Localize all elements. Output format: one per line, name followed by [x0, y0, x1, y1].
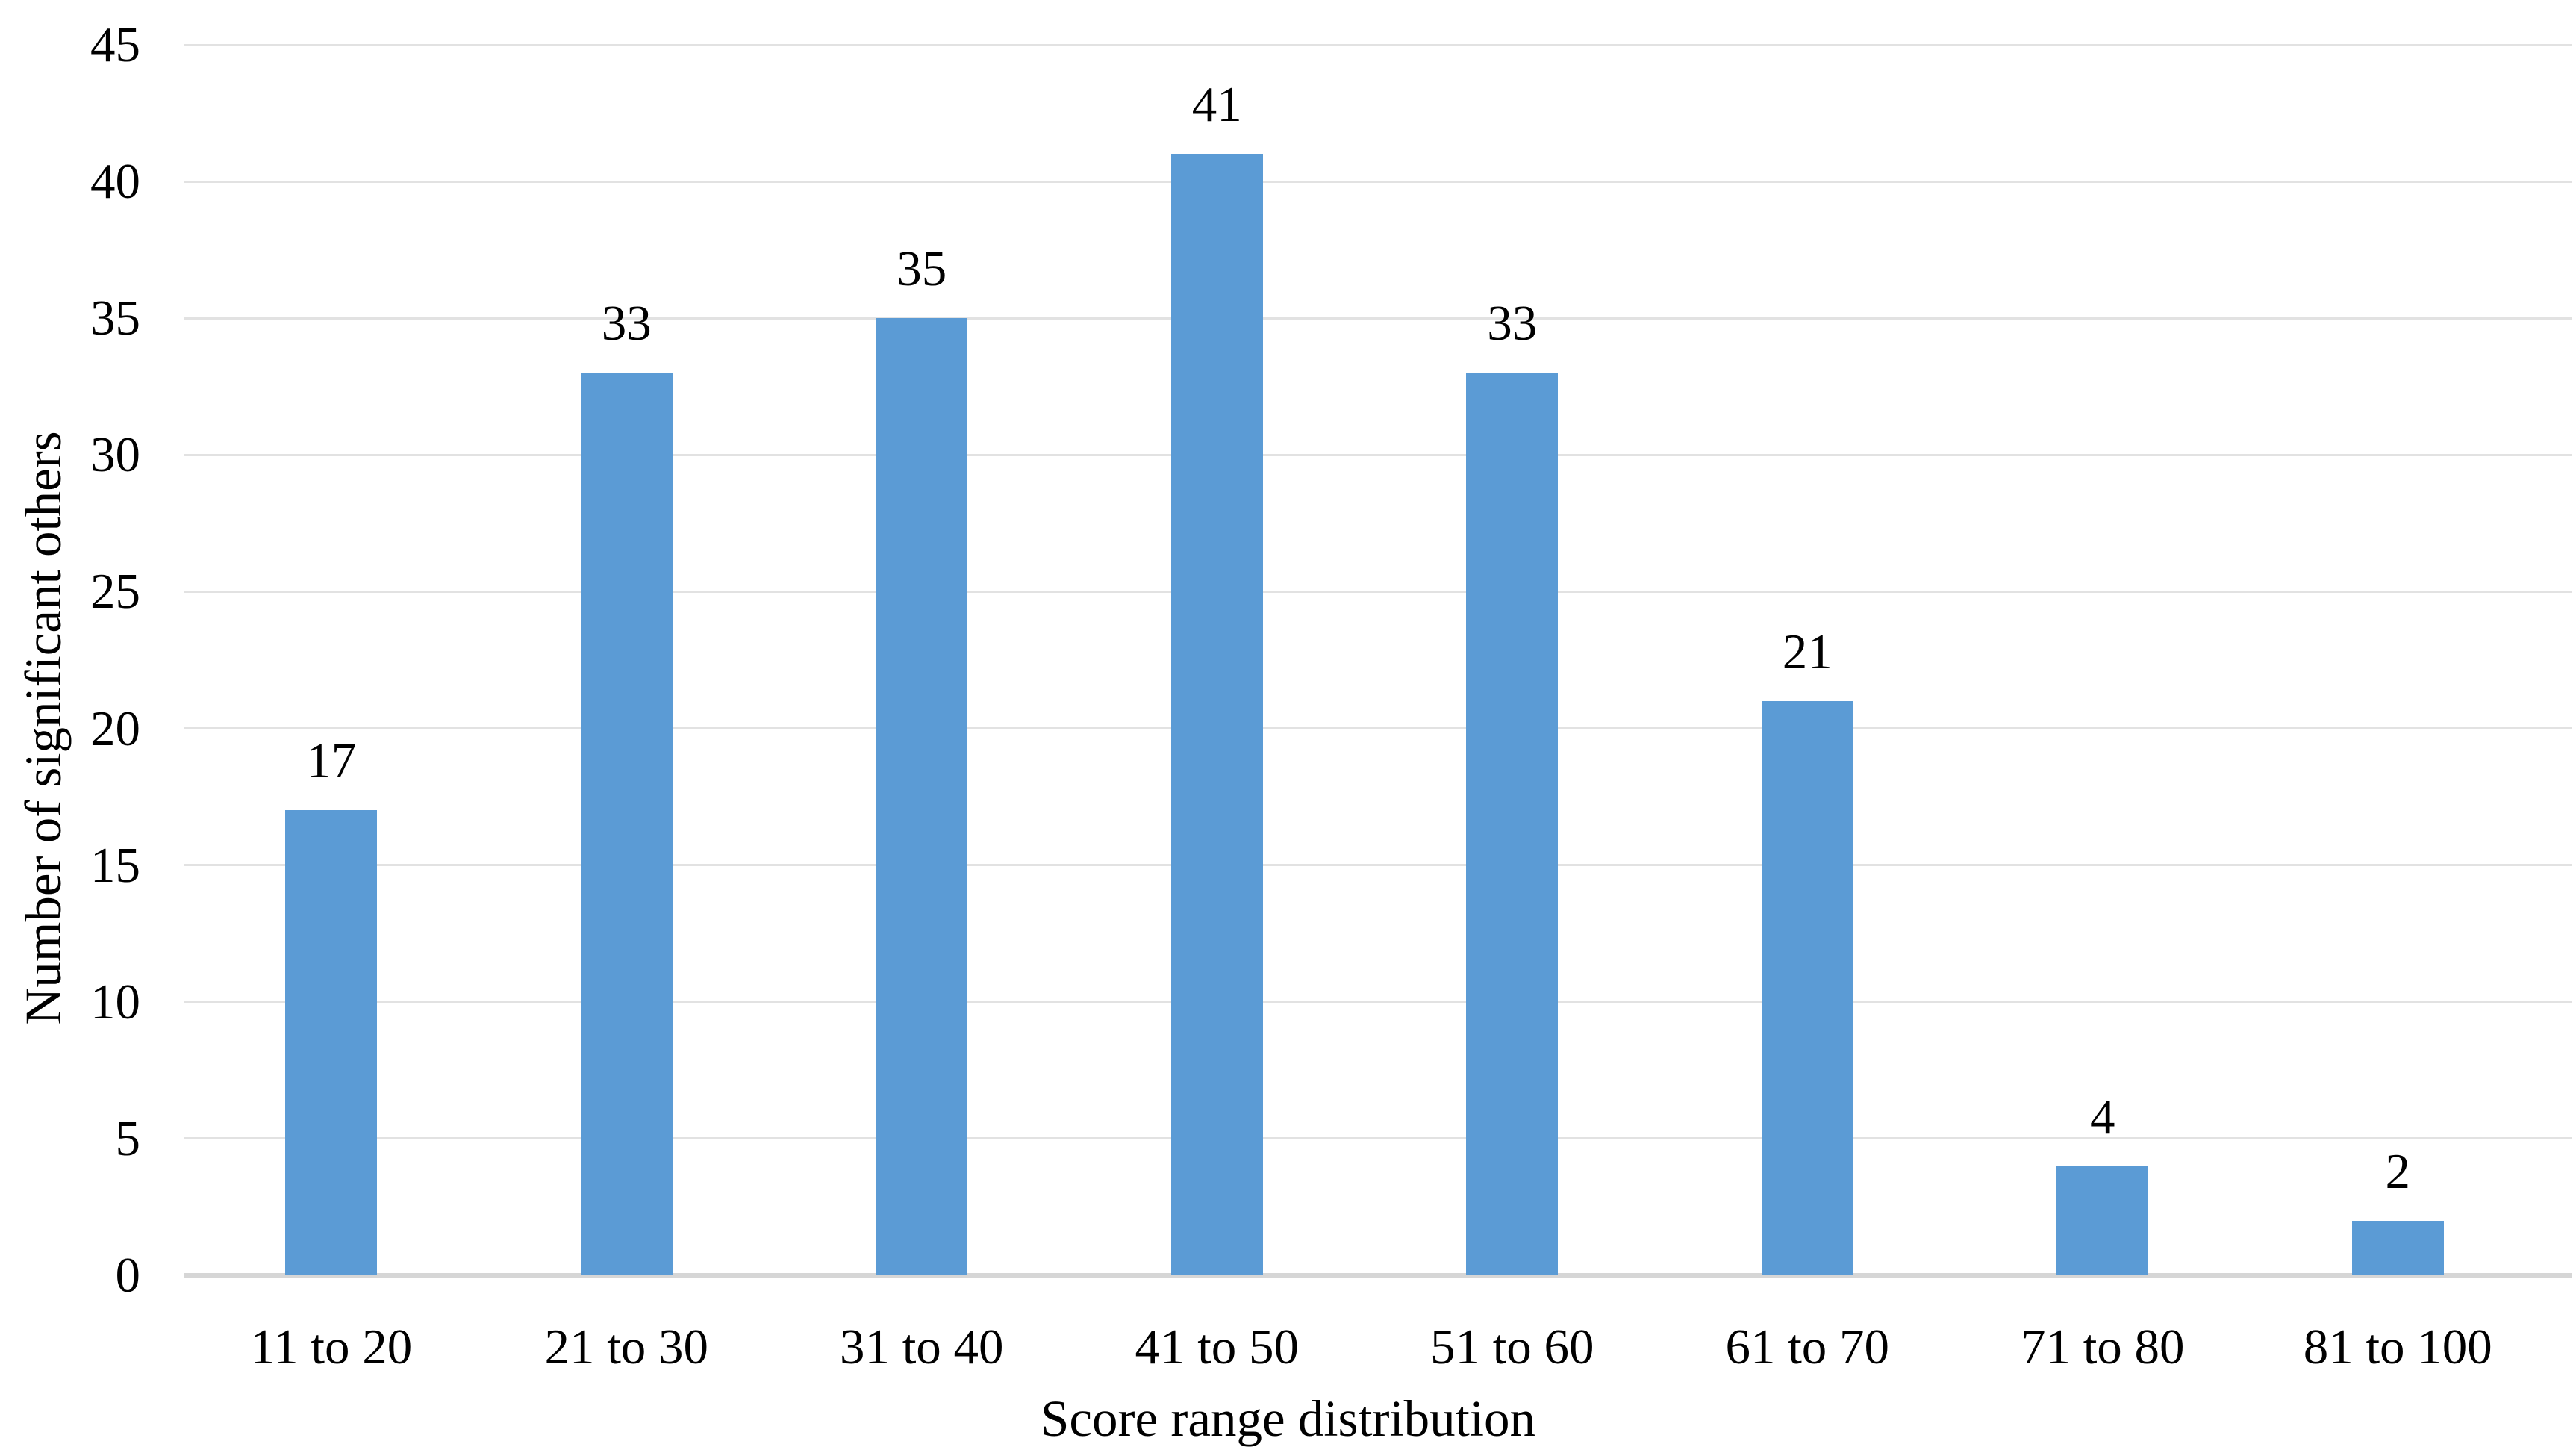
gridline — [184, 727, 2572, 730]
gridline — [184, 43, 2572, 46]
y-tick-label: 20 — [90, 700, 140, 756]
x-tick-label: 81 to 100 — [2303, 1319, 2492, 1375]
y-tick-label: 45 — [90, 17, 140, 72]
bar — [285, 810, 378, 1275]
x-axis-title: Score range distribution — [1040, 1390, 1535, 1447]
gridline — [184, 1137, 2572, 1140]
x-tick-label: 51 to 60 — [1429, 1319, 1594, 1375]
x-tick-label: 71 to 80 — [2020, 1319, 2185, 1375]
bar — [580, 373, 673, 1275]
gridline — [184, 864, 2572, 867]
bar — [876, 318, 968, 1275]
y-tick-label: 5 — [115, 1110, 141, 1166]
y-tick-label: 35 — [90, 290, 140, 346]
x-axis-line — [184, 1273, 2572, 1278]
x-tick-label: 61 to 70 — [1725, 1319, 1890, 1375]
y-tick-label: 40 — [90, 154, 140, 210]
bar-value-label: 33 — [601, 296, 652, 352]
bar-value-label: 17 — [306, 733, 357, 789]
bar — [1170, 154, 1263, 1275]
gridline — [184, 180, 2572, 183]
bar-value-label: 35 — [896, 241, 947, 297]
gridline — [184, 1001, 2572, 1004]
bar-value-label: 4 — [2090, 1089, 2115, 1145]
bar — [2351, 1220, 2444, 1275]
bar-value-label: 41 — [1191, 77, 1242, 133]
x-tick-label: 41 to 50 — [1135, 1319, 1300, 1375]
y-tick-label: 25 — [90, 564, 140, 620]
bar-value-label: 2 — [2385, 1143, 2411, 1199]
x-tick-label: 11 to 20 — [250, 1319, 413, 1375]
y-tick-label: 0 — [115, 1248, 141, 1303]
y-tick-label: 10 — [90, 974, 140, 1030]
bar — [1466, 373, 1559, 1275]
bar — [2056, 1166, 2149, 1275]
x-tick-label: 31 to 40 — [839, 1319, 1004, 1375]
bar-value-label: 21 — [1782, 623, 1833, 679]
y-tick-label: 15 — [90, 837, 140, 893]
x-tick-label: 21 to 30 — [544, 1319, 709, 1375]
gridline — [184, 317, 2572, 320]
bar — [1761, 700, 1853, 1275]
gridline — [184, 453, 2572, 456]
y-tick-label: 30 — [90, 427, 140, 483]
gridline — [184, 590, 2572, 593]
bar-value-label: 33 — [1487, 296, 1538, 352]
